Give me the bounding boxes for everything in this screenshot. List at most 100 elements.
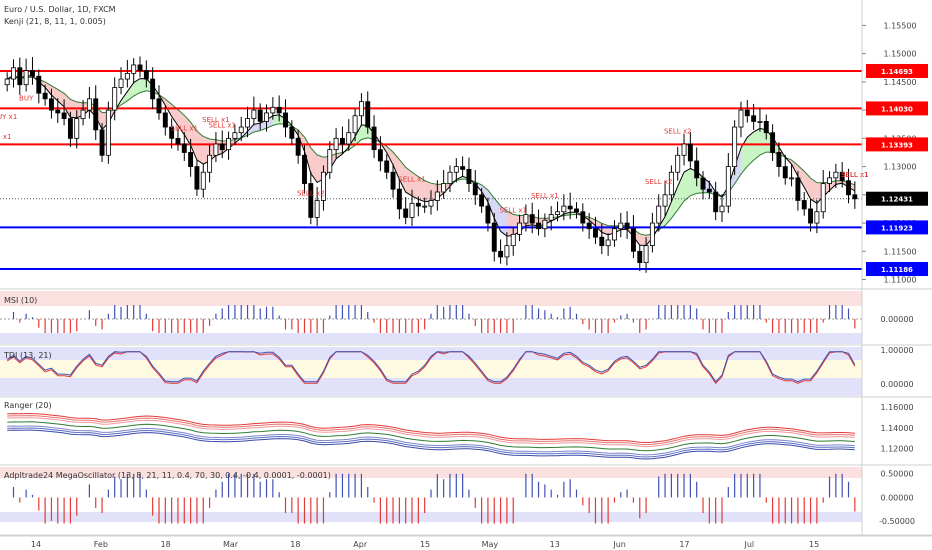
candle [757,121,763,123]
ranger-pane[interactable]: 1.16000 1.14000 1.12000 [0,403,932,466]
time-tick-label: Feb [94,540,108,549]
ranger-band-line [7,421,855,452]
time-tick-label: 15 [420,540,430,549]
candle [55,109,61,114]
candle [162,112,168,128]
candle [795,177,801,201]
msi-label: MSI (10) [4,296,37,305]
candle [637,250,643,263]
candle [820,183,826,213]
time-tick-label: Jul [743,540,754,549]
level-tag-label: 1.14693 [881,68,913,76]
candle [561,205,567,213]
candle [611,228,617,241]
candle [276,106,282,114]
sell-signal-label: SELL x2 [645,178,673,186]
candle [732,126,738,167]
candle [776,152,782,167]
kenji-cloud-segment [64,93,71,118]
candle [656,205,662,224]
sell-signal-label: SELL x1 [499,206,527,214]
candle [42,92,48,100]
kenji-cloud-segment [487,190,495,219]
time-tick-label: 14 [31,540,41,549]
last-price-tag-bg [866,191,928,206]
candle [396,188,402,210]
candle [30,70,35,77]
msi-pane[interactable]: 0.00000 [0,291,932,346]
price-tick-label: 1.15000 [883,50,916,59]
kenji-cloud-segment [747,131,754,167]
candle [67,118,73,139]
candle [80,109,86,119]
candle [523,214,529,224]
time-tick-label: 13 [550,540,560,549]
candle [649,222,655,247]
tdi-pane[interactable]: 1.00000 0.00000 [0,346,932,398]
candle [428,200,434,207]
kenji-cloud-segment [51,85,58,101]
candle [751,115,757,122]
kenji-cloud-segment [418,176,425,202]
candle [384,160,390,173]
level-tag-bg [866,63,928,78]
time-tick-label: 18 [161,540,171,549]
time-axis[interactable]: 14 Feb 18 Mar 18 Apr 15 May 13 Jun 17 Jul 15 [0,535,932,549]
candle [61,112,67,119]
candle [226,137,232,151]
candle [453,166,459,173]
kenji-cloud-segment [684,168,691,202]
candle [536,222,541,230]
candle [409,202,415,218]
candle [517,222,523,235]
ranger-band-line [7,427,855,458]
candle [93,98,99,131]
ranger-tick-label: 1.12000 [880,445,913,454]
candle [789,177,795,180]
candle [599,236,605,247]
kenji-cloud-segment [304,137,311,174]
candle [700,177,706,190]
sell-signal-label: SELL x2 [297,189,325,197]
level-tag-bg [866,220,928,235]
price-axis[interactable]: 1.155001.150001.145001.140001.135001.130… [861,0,928,535]
msi-lower-band [0,333,862,344]
candle [567,205,573,210]
candle [852,194,858,200]
ranger-label: Ranger (20) [4,401,52,410]
ranger-band-line [7,413,855,444]
mega-tick-label: 0.00000 [880,493,913,502]
ranger-band-line [7,429,855,460]
candle [643,245,649,263]
candle [706,188,712,193]
kenji-cloud-segment [671,186,678,219]
kenji-cloud-segment [184,115,191,146]
tdi-middle-band [0,360,862,378]
kenji-cloud-segment [804,171,811,200]
level-tag-bg [866,101,928,116]
candle [352,115,358,134]
candle [17,67,23,86]
overlay-label: Kenji (21, 8, 11, 1, 0.005) [4,17,106,26]
candle [270,106,276,114]
candle [504,245,510,258]
candle [314,200,320,218]
sell-signal-label: SELL x1 [202,116,230,124]
mega-tick-label: 0.50000 [880,470,913,479]
kenji-cloud-segment [677,172,685,210]
candle [719,205,725,213]
candle [491,222,497,252]
kenji-cloud-segment [171,104,178,126]
candle [574,208,579,213]
kenji-cloud-segment [196,131,204,164]
candle [827,177,832,184]
kenji-cloud-segment [500,206,507,237]
candle [74,118,80,139]
level-tag-label: 1.11186 [881,266,913,274]
candle [175,137,181,145]
candle [479,194,485,207]
tdi-tick-label: 0.00000 [880,380,913,389]
megaoscillator-pane[interactable]: 0.50000 0.00000 -0.50000 [0,467,932,536]
